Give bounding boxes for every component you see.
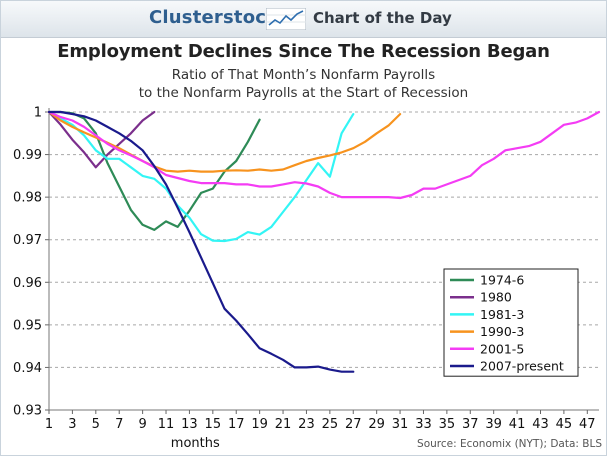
legend-label: 2007-present [480, 359, 564, 374]
series-line-2001-5 [47, 110, 601, 200]
source-note: Source: Economix (NYT); Data: BLS [417, 438, 602, 450]
x-tick-label: 33 [415, 417, 432, 432]
x-tick-label: 15 [205, 417, 222, 432]
y-tick-label: 0.95 [13, 318, 42, 333]
x-tick-label: 21 [275, 417, 292, 432]
x-tick-label: 37 [462, 417, 479, 432]
chart-subtitle-line-2: to the Nonfarm Payrolls at the Start of … [138, 85, 469, 101]
legend-label: 1980 [480, 290, 512, 305]
header-banner: Clusterstock Chart of the Day [1, 1, 606, 38]
x-tick-label: 29 [368, 417, 385, 432]
y-tick-label: 0.97 [13, 233, 42, 248]
chart-title: Employment Declines Since The Recession … [57, 41, 550, 62]
y-tick-label: 0.98 [13, 191, 42, 206]
legend-box [443, 268, 579, 377]
axes [45, 108, 599, 414]
x-tick-labels: 1 3 5 7 9 11 13 15 17 19 21 23 25 27 29 31 33 35 37 39 41 43 4… [45, 417, 596, 432]
legend: 1974-6 1980 1981-3 1990-3 2001-5 2007-present [443, 268, 579, 377]
x-tick-label: 3 [68, 417, 76, 432]
x-tick-label: 19 [251, 417, 268, 432]
x-tick-label: 7 [115, 417, 123, 432]
x-tick-label: 5 [92, 417, 100, 432]
y-tick-label: 0.93 [13, 404, 42, 419]
x-tick-label: 25 [322, 417, 339, 432]
legend-label: 2001-5 [480, 341, 524, 356]
x-tick-label: 35 [439, 417, 456, 432]
x-tick-label: 31 [392, 417, 409, 432]
x-tick-label: 9 [138, 417, 146, 432]
x-tick-label: 47 [579, 417, 596, 432]
x-tick-label: 23 [298, 417, 315, 432]
y-tick-label: 0.99 [13, 148, 42, 163]
brand-logo-text[interactable]: Clusterstock [149, 7, 279, 28]
x-tick-label: 45 [556, 417, 573, 432]
y-tick-labels: 0.93 0.94 0.95 0.96 0.97 0.98 0.99 1 [13, 106, 42, 419]
chart-of-the-day-label: Chart of the Day [313, 9, 452, 27]
legend-label: 1981-3 [480, 307, 524, 322]
series-line-1981-3 [47, 110, 355, 243]
x-tick-label: 1 [45, 417, 53, 432]
x-tick-label: 27 [345, 417, 362, 432]
rising-chart-icon [265, 7, 307, 31]
y-tick-label: 0.96 [13, 276, 42, 291]
series-line-1990-3 [47, 110, 402, 173]
legend-label: 1990-3 [480, 324, 524, 339]
x-tick-label: 39 [485, 417, 502, 432]
x-tick-label: 17 [228, 417, 245, 432]
legend-label: 1974-6 [480, 273, 524, 288]
x-tick-label: 43 [532, 417, 549, 432]
x-tick-label: 41 [509, 417, 526, 432]
x-tick-label: 13 [181, 417, 198, 432]
y-tick-label: 1 [34, 106, 42, 121]
series-lines [47, 110, 601, 373]
chart-subtitle-line-1: Ratio of That Month’s Nonfarm Payrolls [171, 67, 436, 83]
x-tick-label: 11 [158, 417, 175, 432]
series-line-1980 [47, 110, 156, 169]
x-axis-label: months [171, 436, 220, 451]
series-line-2007-present [47, 110, 355, 373]
y-tick-label: 0.94 [13, 361, 42, 376]
